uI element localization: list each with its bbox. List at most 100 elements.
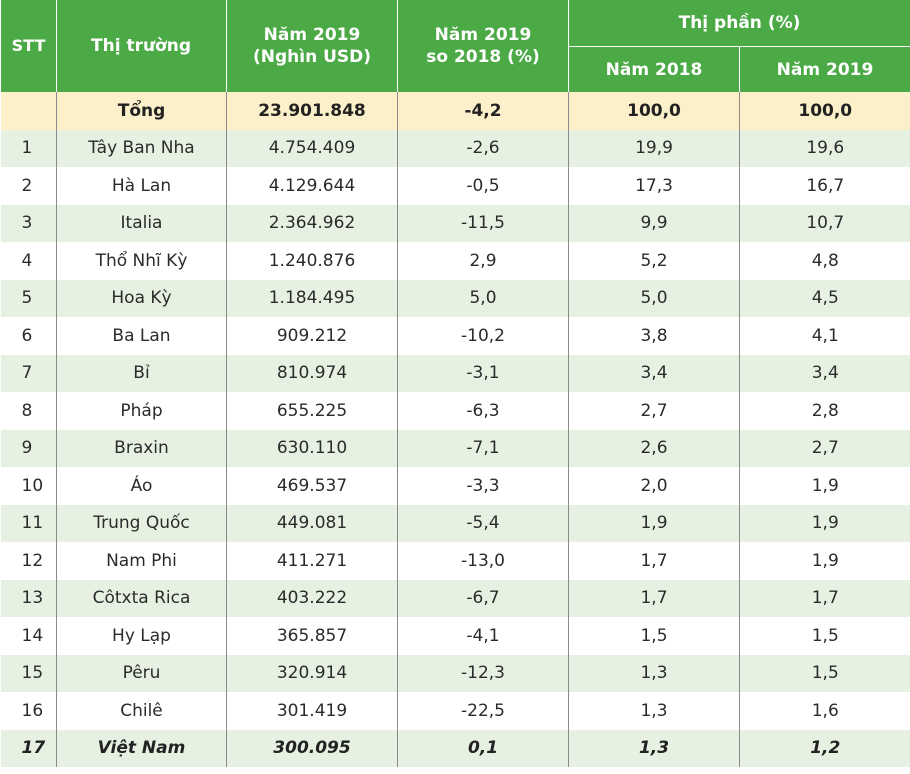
cell-share-2019: 1,7 — [739, 579, 910, 617]
table-row: 5 Hoa Kỳ 1.184.495 5,0 5,0 4,5 — [0, 279, 910, 317]
header-share-2019: Năm 2019 — [739, 46, 910, 92]
cell-share-2019: 10,7 — [739, 204, 910, 242]
cell-market: Bỉ — [56, 354, 227, 392]
cell-value: 365.857 — [226, 617, 398, 655]
header-value-line1: Năm 2019 — [263, 25, 361, 45]
cell-value: 411.271 — [226, 542, 398, 580]
cell-stt: 8 — [0, 392, 57, 430]
cell-share-2018: 1,7 — [568, 542, 740, 580]
header-value-line2: (Nghìn USD) — [252, 47, 372, 67]
cell-stt: 17 — [0, 729, 57, 767]
cell-share-2019: 100,0 — [739, 92, 910, 130]
table-row: 8 Pháp 655.225 -6,3 2,7 2,8 — [0, 392, 910, 430]
cell-stt: 1 — [0, 129, 57, 167]
cell-share-2019: 2,7 — [739, 429, 910, 467]
table-row: 13 Côtxta Rica 403.222 -6,7 1,7 1,7 — [0, 579, 910, 617]
cell-stt: 10 — [0, 467, 57, 505]
cell-market: Nam Phi — [56, 542, 227, 580]
table-row: 1 Tây Ban Nha 4.754.409 -2,6 19,9 19,6 — [0, 129, 910, 167]
cell-market: Thổ Nhĩ Kỳ — [56, 242, 227, 280]
cell-share-2018: 19,9 — [568, 129, 740, 167]
cell-value: 1.184.495 — [226, 279, 398, 317]
table-row: 11 Trung Quốc 449.081 -5,4 1,9 1,9 — [0, 504, 910, 542]
cell-change: 5,0 — [397, 279, 569, 317]
cell-value: 1.240.876 — [226, 242, 398, 280]
cell-share-2019: 4,8 — [739, 242, 910, 280]
cell-share-2019: 1,5 — [739, 654, 910, 692]
cell-share-2019: 2,8 — [739, 392, 910, 430]
cell-stt: 16 — [0, 692, 57, 730]
header-change-line2: so 2018 (%) — [426, 47, 540, 67]
cell-change: -6,7 — [397, 579, 569, 617]
cell-share-2019: 1,6 — [739, 692, 910, 730]
cell-change: -3,1 — [397, 354, 569, 392]
cell-market: Tây Ban Nha — [56, 129, 227, 167]
cell-share-2018: 3,4 — [568, 354, 740, 392]
cell-market: Côtxta Rica — [56, 579, 227, 617]
cell-market: Pháp — [56, 392, 227, 430]
cell-share-2018: 1,3 — [568, 654, 740, 692]
cell-share-2019: 3,4 — [739, 354, 910, 392]
cell-share-2018: 1,7 — [568, 579, 740, 617]
cell-share-2019: 16,7 — [739, 167, 910, 205]
cell-value: 469.537 — [226, 467, 398, 505]
cell-stt: 12 — [0, 542, 57, 580]
cell-change: -0,5 — [397, 167, 569, 205]
cell-value: 810.974 — [226, 354, 398, 392]
cell-stt: 7 — [0, 354, 57, 392]
cell-market: Áo — [56, 467, 227, 505]
header-share-group: Thị phần (%) — [568, 0, 910, 47]
table-row: 9 Braxin 630.110 -7,1 2,6 2,7 — [0, 429, 910, 467]
cell-market: Hoa Kỳ — [56, 279, 227, 317]
table-row: 7 Bỉ 810.974 -3,1 3,4 3,4 — [0, 354, 910, 392]
cell-share-2019: 1,2 — [739, 729, 910, 767]
cell-change: -11,5 — [397, 204, 569, 242]
table-row: 12 Nam Phi 411.271 -13,0 1,7 1,9 — [0, 542, 910, 580]
header-change-line1: Năm 2019 — [434, 25, 532, 45]
cell-change: -7,1 — [397, 429, 569, 467]
header-market: Thị trường — [56, 0, 227, 92]
cell-stt — [0, 92, 57, 130]
cell-value: 4.754.409 — [226, 129, 398, 167]
cell-share-2018: 5,2 — [568, 242, 740, 280]
cell-change: -4,2 — [397, 92, 569, 130]
cell-change: -4,1 — [397, 617, 569, 655]
cell-value: 300.095 — [226, 729, 398, 767]
cell-change: -12,3 — [397, 654, 569, 692]
cell-market: Hy Lạp — [56, 617, 227, 655]
cell-share-2018: 3,8 — [568, 317, 740, 355]
table-row: 2 Hà Lan 4.129.644 -0,5 17,3 16,7 — [0, 167, 910, 205]
cell-market: Pêru — [56, 654, 227, 692]
cell-change: -6,3 — [397, 392, 569, 430]
cell-stt: 3 — [0, 204, 57, 242]
cell-stt: 2 — [0, 167, 57, 205]
cell-change: -22,5 — [397, 692, 569, 730]
cell-value: 630.110 — [226, 429, 398, 467]
cell-share-2019: 1,9 — [739, 467, 910, 505]
cell-change: -5,4 — [397, 504, 569, 542]
table-row: 14 Hy Lạp 365.857 -4,1 1,5 1,5 — [0, 617, 910, 655]
cell-stt: 11 — [0, 504, 57, 542]
cell-change: -3,3 — [397, 467, 569, 505]
cell-share-2019: 19,6 — [739, 129, 910, 167]
cell-change: -2,6 — [397, 129, 569, 167]
cell-market: Việt Nam — [56, 729, 227, 767]
cell-share-2019: 1,9 — [739, 504, 910, 542]
cell-share-2018: 5,0 — [568, 279, 740, 317]
cell-share-2018: 1,3 — [568, 692, 740, 730]
cell-value: 909.212 — [226, 317, 398, 355]
table-header: STT Thị trường Năm 2019 (Nghìn USD) Năm … — [0, 0, 910, 92]
cell-change: 2,9 — [397, 242, 569, 280]
cell-share-2019: 1,5 — [739, 617, 910, 655]
cell-share-2019: 4,1 — [739, 317, 910, 355]
cell-market: Chilê — [56, 692, 227, 730]
cell-value: 301.419 — [226, 692, 398, 730]
cell-market: Braxin — [56, 429, 227, 467]
cell-market: Trung Quốc — [56, 504, 227, 542]
cell-value: 320.914 — [226, 654, 398, 692]
cell-stt: 13 — [0, 579, 57, 617]
cell-stt: 4 — [0, 242, 57, 280]
header-stt: STT — [0, 0, 57, 92]
table-row: 6 Ba Lan 909.212 -10,2 3,8 4,1 — [0, 317, 910, 355]
cell-stt: 5 — [0, 279, 57, 317]
